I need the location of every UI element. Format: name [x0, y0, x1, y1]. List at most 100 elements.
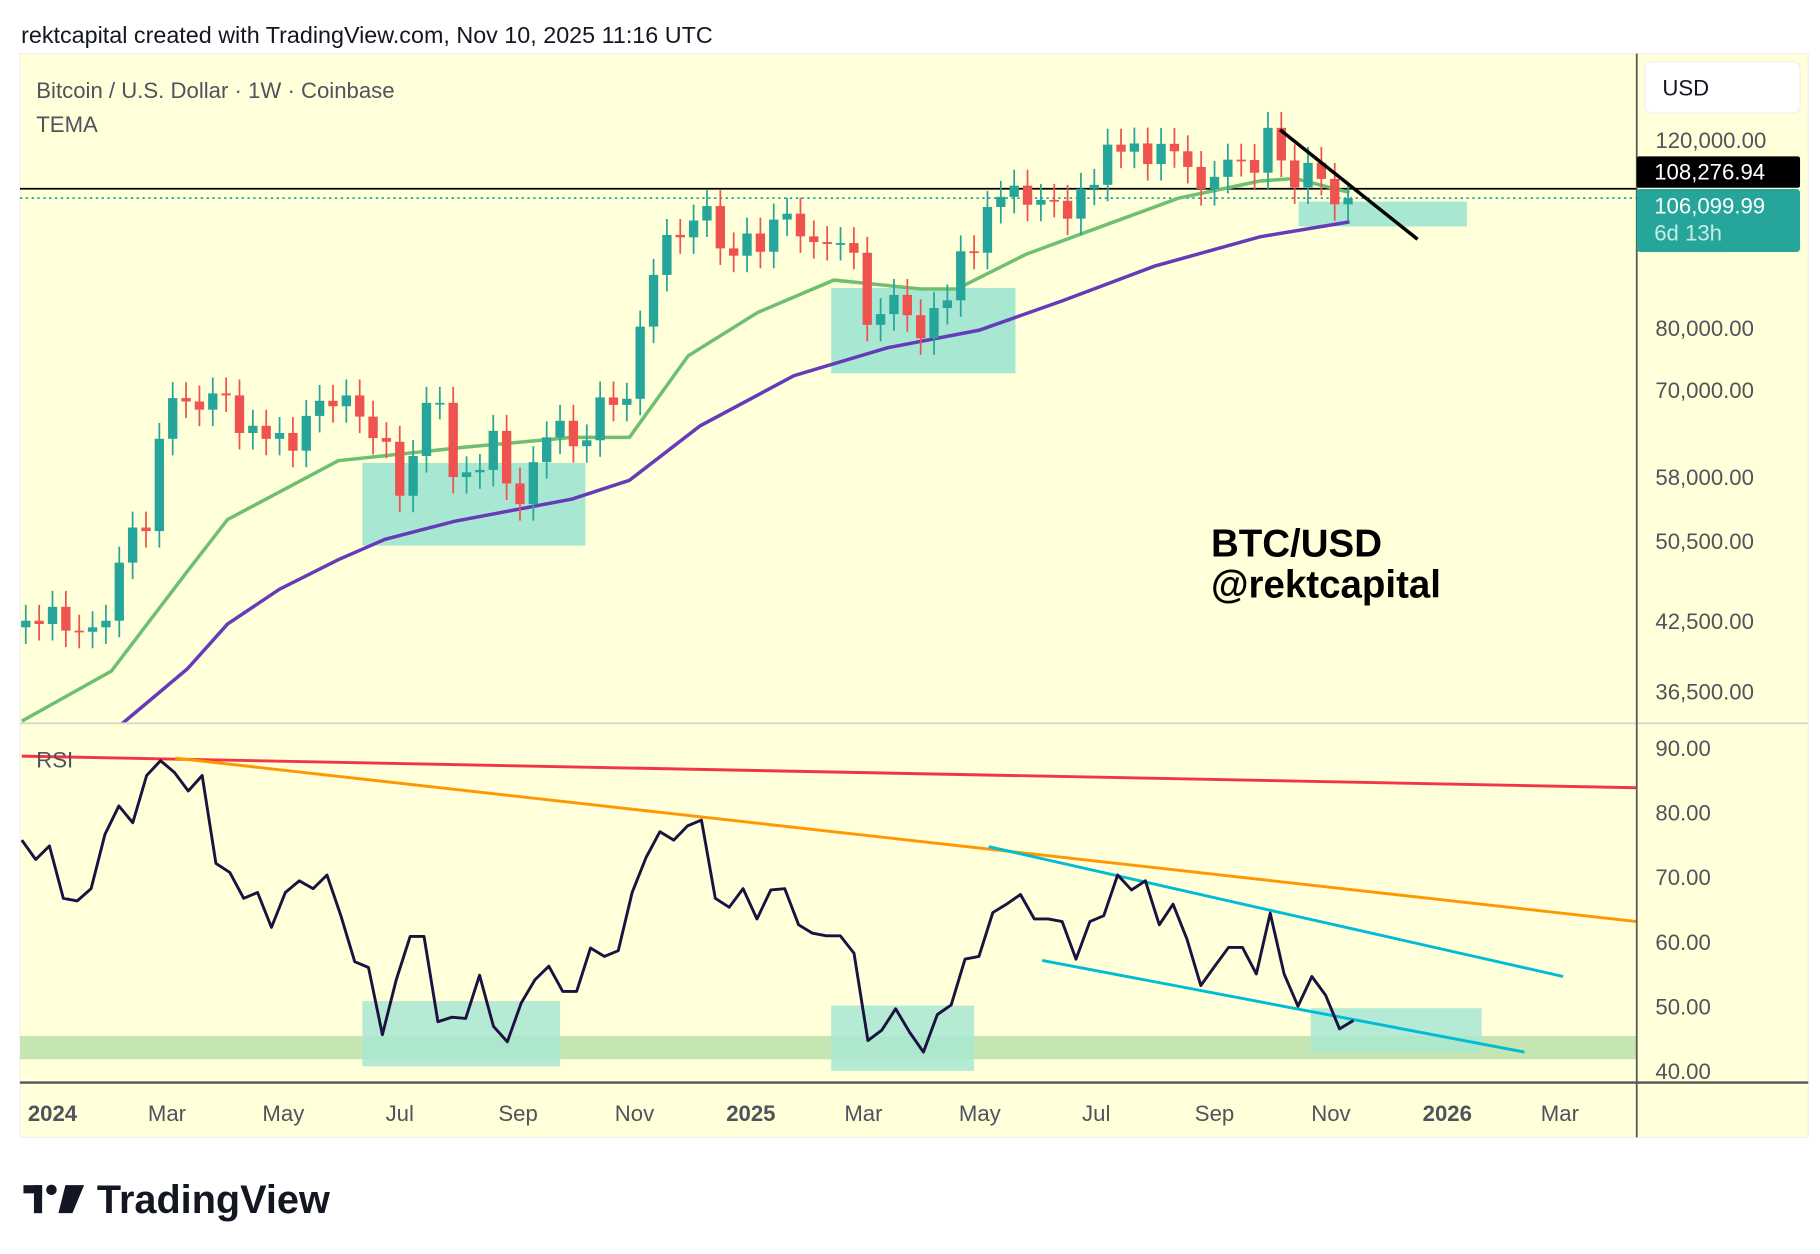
candle[interactable] [1143, 127, 1153, 181]
candle[interactable] [261, 409, 271, 456]
candle[interactable] [181, 382, 191, 418]
candle[interactable] [368, 400, 378, 455]
candle[interactable] [568, 404, 579, 463]
candle[interactable] [114, 546, 124, 638]
candle[interactable] [194, 385, 205, 427]
candle[interactable] [1343, 182, 1353, 221]
candle[interactable] [635, 310, 645, 416]
candle[interactable] [1209, 160, 1220, 206]
candle[interactable] [608, 381, 619, 422]
candle[interactable] [982, 191, 993, 270]
candle[interactable] [1129, 127, 1140, 169]
candle[interactable] [1289, 144, 1300, 204]
candle[interactable] [702, 190, 712, 238]
candle[interactable] [1183, 135, 1193, 184]
candle[interactable] [461, 456, 472, 494]
candle[interactable] [648, 258, 659, 344]
candle[interactable] [501, 414, 512, 500]
candle[interactable] [448, 386, 458, 494]
rsi-zone-box[interactable] [362, 1001, 561, 1067]
candle[interactable] [889, 278, 899, 331]
candle[interactable] [301, 399, 311, 468]
candle[interactable] [1036, 183, 1046, 222]
candle[interactable] [1022, 169, 1033, 222]
candle[interactable] [488, 414, 498, 487]
rsi-zone-box[interactable] [1310, 1008, 1482, 1053]
candle[interactable] [769, 203, 779, 269]
candle[interactable] [969, 235, 979, 270]
candle[interactable] [435, 386, 445, 420]
candle[interactable] [755, 217, 766, 269]
candle[interactable] [1049, 183, 1059, 218]
candle[interactable] [168, 382, 178, 456]
candle[interactable] [902, 278, 912, 332]
candle[interactable] [515, 467, 525, 521]
candle[interactable] [1156, 127, 1166, 181]
candle[interactable] [582, 424, 592, 463]
candle[interactable] [1263, 111, 1273, 190]
candle[interactable] [34, 604, 44, 641]
rsi-legend[interactable]: RSI [36, 748, 73, 773]
candle[interactable] [395, 425, 405, 513]
candle[interactable] [408, 440, 418, 513]
candle[interactable] [996, 180, 1006, 224]
candle[interactable] [355, 379, 365, 434]
candle[interactable] [1236, 143, 1246, 177]
candle[interactable] [1062, 184, 1073, 236]
candle[interactable] [1009, 169, 1019, 214]
candle[interactable] [288, 417, 298, 468]
candle[interactable] [1196, 151, 1206, 206]
candle[interactable] [729, 232, 739, 273]
candle[interactable] [154, 422, 165, 548]
candle[interactable] [328, 384, 338, 423]
candle[interactable] [942, 284, 953, 325]
candle[interactable] [234, 379, 245, 450]
candle[interactable] [542, 421, 552, 479]
candle[interactable] [208, 377, 218, 427]
candle[interactable] [956, 235, 966, 317]
axes[interactable]: 120,000.00 80,000.00 70,000.00 58,000.00 50,… [28, 128, 1766, 1126]
candle[interactable] [742, 217, 752, 273]
candle[interactable] [1276, 111, 1286, 177]
rsi-zone-box[interactable] [831, 1005, 975, 1071]
candle[interactable] [1169, 127, 1180, 168]
candle[interactable] [341, 379, 352, 423]
price-panel[interactable] [19, 111, 1637, 724]
candle[interactable] [87, 611, 98, 649]
candle[interactable] [1303, 146, 1313, 204]
candle[interactable] [822, 226, 832, 261]
candle[interactable] [595, 381, 605, 457]
candle[interactable] [875, 298, 886, 342]
candle[interactable] [1316, 146, 1327, 196]
candle[interactable] [248, 409, 258, 450]
candle[interactable] [1089, 168, 1099, 206]
candle[interactable] [1102, 128, 1113, 202]
candle[interactable] [862, 236, 872, 342]
rsi-panel[interactable] [19, 754, 1637, 1071]
candle[interactable] [929, 292, 939, 355]
price-zone-box[interactable] [1298, 201, 1467, 227]
candle[interactable] [141, 511, 151, 548]
symbol-legend[interactable]: Bitcoin / U.S. Dollar · 1W · Coinbase [36, 78, 394, 103]
candle[interactable] [528, 446, 538, 521]
candle[interactable] [127, 511, 138, 580]
candle[interactable] [688, 204, 699, 254]
candle[interactable] [475, 453, 485, 489]
candle[interactable] [1223, 143, 1233, 194]
candle[interactable] [675, 219, 685, 254]
candle[interactable] [916, 299, 926, 355]
candle[interactable] [662, 219, 672, 292]
candle[interactable] [274, 417, 285, 456]
candle[interactable] [849, 227, 859, 270]
tradingview-logo[interactable]: TradingView [23, 1178, 330, 1222]
candle[interactable] [47, 590, 58, 641]
candle[interactable] [421, 386, 432, 473]
tema-legend[interactable]: TEMA [36, 112, 98, 137]
candle[interactable] [101, 604, 111, 644]
candle[interactable] [809, 220, 819, 259]
candle[interactable] [555, 404, 565, 454]
candle[interactable] [314, 384, 325, 433]
candle[interactable] [835, 227, 846, 261]
candle[interactable] [1076, 172, 1086, 236]
